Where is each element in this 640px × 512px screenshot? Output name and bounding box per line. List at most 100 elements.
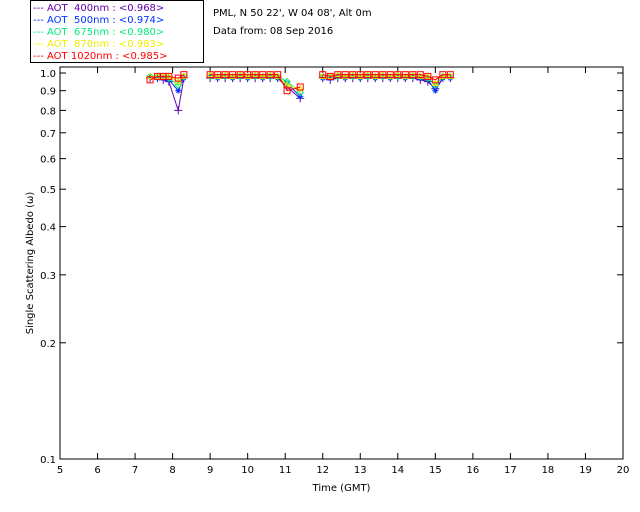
x-tick-label: 8 (169, 465, 175, 476)
data-point (341, 72, 350, 79)
data-point (416, 72, 425, 79)
data-point (356, 71, 364, 79)
plot-frame (59, 66, 624, 460)
data-point (251, 70, 260, 78)
data-point (363, 70, 372, 78)
date-text: Data from: 08 Sep 2016 (213, 26, 334, 37)
x-tick-label: 9 (207, 465, 213, 476)
data-point (386, 72, 395, 81)
data-point (333, 70, 342, 78)
data-point (284, 80, 291, 87)
data-point (228, 72, 237, 81)
y-tick-label: 0.5 (40, 185, 56, 196)
data-point (159, 72, 168, 79)
y-tick-label: 0.1 (40, 455, 56, 466)
data-point (379, 71, 387, 79)
y-axis-label: Single Scattering Albedo (ω) (25, 192, 36, 335)
data-point (244, 71, 252, 79)
x-tick-label: 11 (279, 465, 292, 476)
data-point (386, 71, 394, 79)
data-point (394, 71, 402, 79)
legend-item: --- AOT 400nm : <0.968> (31, 3, 203, 15)
x-tick-label: 13 (354, 465, 367, 476)
data-point (236, 71, 244, 79)
data-point (206, 70, 215, 78)
data-point (206, 71, 214, 79)
legend-label: AOT 400nm : <0.968> (47, 3, 165, 14)
legend-label: AOT 500nm : <0.974> (47, 15, 165, 26)
data-point (341, 72, 349, 81)
data-point (371, 71, 379, 79)
x-tick-label: 14 (391, 465, 404, 476)
series-line (322, 74, 451, 81)
legend-label: AOT 870nm : <0.983> (47, 39, 165, 50)
data-point (146, 72, 154, 79)
data-point (446, 72, 455, 79)
data-point (165, 72, 173, 80)
data-point (401, 72, 410, 79)
data-point (153, 72, 162, 79)
data-point (175, 87, 182, 94)
y-tick-label: 0.4 (40, 223, 56, 234)
data-point (393, 70, 402, 78)
data-point (432, 87, 439, 94)
legend: --- AOT 400nm : <0.968> --- AOT 500nm : <… (30, 0, 204, 63)
data-point (356, 72, 364, 81)
data-point (164, 72, 173, 79)
data-point (371, 72, 380, 79)
legend-swatch: --- (33, 3, 48, 14)
data-point (378, 70, 387, 78)
data-point (228, 72, 237, 79)
data-point (213, 72, 222, 79)
data-point (424, 72, 432, 80)
x-tick-label: 7 (132, 465, 138, 476)
data-point (214, 71, 222, 79)
data-point (296, 83, 304, 91)
data-point (334, 71, 342, 79)
data-point (174, 81, 182, 89)
data-point (266, 70, 275, 78)
data-point (266, 71, 274, 79)
data-point (258, 72, 267, 79)
data-point (401, 72, 410, 81)
data-point (349, 71, 357, 79)
data-point (174, 106, 183, 115)
data-point (273, 72, 282, 79)
legend-swatch: --- (33, 15, 48, 26)
x-tick-label: 18 (542, 465, 555, 476)
data-point (213, 72, 222, 81)
legend-item: --- AOT 675nm : <0.980> (31, 27, 203, 39)
data-point (243, 72, 252, 79)
x-tick-label: 10 (241, 465, 254, 476)
legend-label: AOT 1020nm : <0.985> (47, 51, 168, 62)
legend-swatch: --- (33, 27, 48, 38)
legend-swatch: --- (33, 51, 48, 62)
y-tick-label: 1.0 (40, 69, 56, 80)
data-point (408, 70, 417, 78)
data-point (283, 87, 291, 95)
data-point (341, 71, 349, 79)
data-point (431, 76, 439, 84)
legend-label: AOT 675nm : <0.980> (47, 27, 165, 38)
data-point (364, 71, 372, 79)
data-point (258, 72, 267, 81)
data-point (296, 88, 304, 97)
data-point (356, 72, 365, 79)
x-tick-label: 16 (466, 465, 479, 476)
data-point (409, 71, 417, 79)
data-point (221, 71, 229, 79)
data-point (180, 71, 188, 79)
data-point (229, 71, 237, 79)
location-text: PML, N 50 22', W 04 08', Alt 0m (213, 8, 372, 19)
x-tick-label: 5 (57, 465, 63, 476)
x-tick-label: 20 (617, 465, 630, 476)
x-tick-label: 15 (429, 465, 442, 476)
y-tick-label: 0.9 (40, 87, 56, 98)
data-point (371, 72, 379, 81)
data-point (259, 71, 267, 79)
data-point (386, 72, 395, 79)
x-axis-label: Time (GMT) (312, 483, 371, 494)
data-point (326, 72, 334, 80)
